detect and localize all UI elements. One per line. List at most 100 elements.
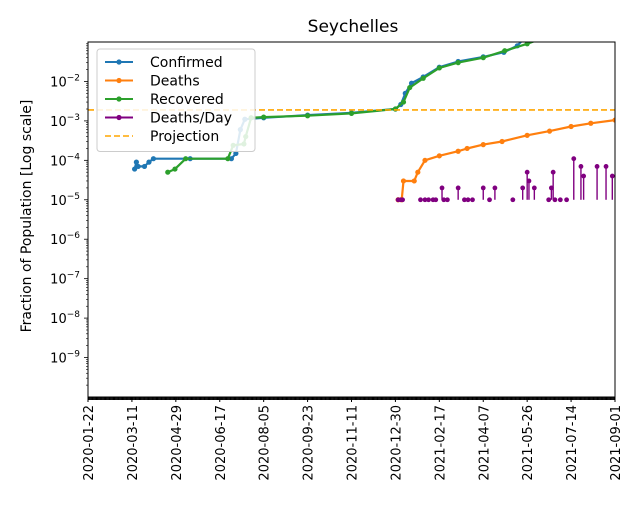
deaths-day-point: [578, 164, 584, 169]
deaths-day-point: [557, 197, 563, 203]
deaths-day-point: [480, 185, 486, 191]
deaths-day-point: [444, 197, 450, 203]
deaths-point: [568, 123, 574, 130]
confirmed-point: [233, 150, 239, 156]
legend-box: [96, 48, 256, 152]
deaths-day-point: [455, 185, 461, 191]
recovered-point: [436, 65, 442, 71]
deaths-day-point: [418, 197, 423, 203]
y-tick-base: 10: [50, 154, 67, 169]
deaths-day-point: [465, 197, 471, 203]
y-tick-label: 10−2: [50, 73, 80, 90]
recovered-point: [455, 60, 461, 66]
deaths-point: [415, 169, 421, 175]
deaths-day-point: [571, 156, 577, 162]
legend-marker-deaths: [116, 77, 122, 84]
y-tick-base: 10: [50, 194, 67, 209]
confirmed-point: [135, 163, 141, 170]
deaths-day-point: [439, 185, 445, 191]
deaths-day-point: [531, 185, 537, 191]
deaths-point: [546, 128, 553, 134]
recovered-point: [420, 75, 426, 81]
y-tick-label: 10−7: [50, 271, 80, 288]
x-tick-label: 2020-06-17: [214, 405, 229, 481]
deaths-day-point: [550, 169, 556, 175]
deaths-day-point: [441, 197, 447, 203]
y-tick-label: 10−6: [50, 231, 80, 248]
legend-marker-recovered: [116, 96, 122, 102]
deaths-point: [455, 148, 461, 154]
deaths-day-point: [510, 197, 516, 203]
recovered-point: [480, 55, 486, 61]
x-tick-label: 2020-08-05: [258, 405, 273, 481]
deaths-day-point: [426, 197, 431, 203]
confirmed-point: [228, 156, 235, 162]
deaths-day-point: [552, 197, 558, 203]
recovered-point: [400, 99, 407, 105]
y-tick-base: 10: [50, 352, 67, 367]
recovered-point: [348, 110, 355, 116]
deaths-day-point: [526, 178, 532, 184]
deaths-point: [499, 138, 505, 145]
legend-label-deaths: Deaths: [150, 74, 200, 90]
deaths-day-point: [422, 197, 428, 203]
recovered-point: [524, 42, 530, 47]
x-tick-label: 2020-09-23: [302, 405, 317, 481]
deaths-point: [411, 178, 417, 184]
confirmed-point: [141, 163, 148, 170]
deaths-point: [612, 117, 615, 123]
x-tick-label: 2020-03-11: [126, 405, 141, 481]
deaths-point: [524, 132, 530, 138]
recovered-point: [172, 166, 178, 172]
deaths-point: [422, 157, 428, 163]
deaths-day-point: [487, 197, 492, 203]
recovered-point: [261, 114, 267, 120]
recovered-point: [392, 106, 399, 112]
deaths-day-point: [564, 197, 570, 203]
deaths-line: [398, 119, 615, 201]
y-tick-base: 10: [50, 115, 67, 130]
deaths-day-point: [400, 197, 405, 203]
recovered-point: [165, 169, 171, 175]
y-tick-exponent: −5: [67, 192, 80, 202]
recovered-point: [502, 48, 508, 54]
deaths-day-point: [609, 173, 615, 179]
deaths-point: [436, 153, 442, 159]
legend-marker-confirmed: [116, 59, 122, 65]
y-tick-label: 10−9: [50, 350, 80, 367]
deaths-day-point: [462, 197, 467, 203]
deaths-day-point: [546, 197, 552, 203]
deaths-day-point: [603, 164, 609, 169]
recovered-point: [407, 84, 413, 91]
y-tick-label: 10−3: [50, 113, 80, 130]
legend-marker-deaths-day: [116, 114, 122, 121]
x-tick-label: 2020-11-11: [346, 405, 361, 481]
confirmed-point: [150, 156, 157, 162]
deaths-point: [464, 145, 470, 152]
deaths-day-point: [492, 185, 498, 191]
y-tick-label: 10−5: [50, 192, 80, 209]
deaths-day-point: [581, 173, 587, 179]
deaths-day-point: [520, 185, 526, 191]
chart-title: Seychelles: [308, 17, 399, 37]
y-tick-exponent: −7: [67, 271, 80, 281]
y-tick-exponent: −2: [67, 73, 80, 83]
y-tick-exponent: −4: [67, 152, 81, 162]
deaths-point: [480, 142, 486, 148]
confirmed-point: [133, 159, 139, 165]
x-tick-label: 2021-02-17: [433, 405, 448, 481]
y-tick-exponent: −6: [67, 231, 81, 241]
x-tick-label: 2021-07-14: [565, 405, 580, 481]
recovered-point: [304, 113, 311, 119]
x-tick-label: 2021-09-01: [609, 405, 624, 481]
y-tick-exponent: −8: [67, 310, 81, 320]
deaths-day-point: [594, 164, 600, 169]
deaths-point: [400, 178, 407, 184]
deaths-point: [588, 120, 594, 126]
confirmed-point: [146, 159, 152, 165]
legend-label-projection: Projection: [150, 129, 219, 145]
deaths-day-point: [470, 197, 475, 203]
y-tick-exponent: −9: [67, 350, 81, 360]
y-tick-base: 10: [50, 312, 67, 327]
plot-frame: [87, 41, 616, 398]
